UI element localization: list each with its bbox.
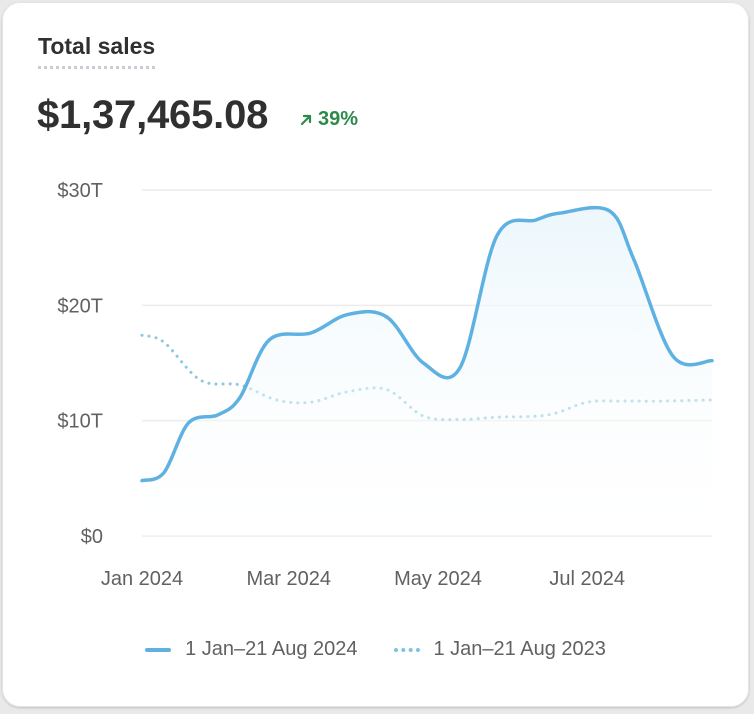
data-point-current	[268, 339, 270, 341]
x-axis: Jan 2024 Mar 2024 May 2024 Jul 2024	[101, 568, 625, 590]
data-point-current	[711, 360, 713, 362]
card-title[interactable]: Total sales	[38, 33, 156, 69]
data-point-current	[310, 332, 312, 334]
legend-swatch-solid	[145, 647, 172, 652]
total-sales-card: Total sales $1,37,465.08 39% $30T $20T $10…	[2, 2, 749, 707]
data-point-previous	[163, 341, 165, 343]
data-point-current	[386, 316, 388, 318]
y-axis: $30T $20T $10T $0	[57, 180, 103, 548]
data-point-current	[608, 210, 610, 212]
data-point-current	[141, 480, 143, 482]
y-tick-label: $0	[81, 526, 103, 548]
data-point-current	[187, 422, 189, 424]
data-point-previous	[200, 379, 202, 381]
sales-line-chart[interactable]: $30T$20T$10T$0 Jan 2024 Mar 2024 May 2024 J…	[2, 2, 749, 622]
x-tick-label: Jul 2024	[549, 568, 625, 590]
x-tick-label: May 2024	[394, 568, 482, 590]
series-layer	[140, 205, 714, 537]
arrow-up-right-icon	[300, 114, 312, 125]
data-point-current	[459, 367, 461, 369]
y-tick-label: $30T	[57, 180, 103, 202]
total-sales-value: $1,37,465.08	[37, 93, 269, 137]
chart-legend: 1 Jan–21 Aug 2024 1 Jan–21 Aug 2023	[2, 638, 749, 661]
data-point-current	[559, 212, 561, 214]
data-point-current	[496, 235, 498, 237]
data-point-previous	[239, 384, 241, 386]
data-point-current	[672, 355, 674, 357]
data-point-previous	[141, 334, 143, 336]
data-point-current	[535, 219, 537, 221]
series-line-current	[140, 205, 714, 483]
data-point-current	[422, 362, 424, 364]
data-point-current	[163, 472, 165, 474]
data-point-current	[346, 314, 348, 316]
y-tick-label: $10T	[57, 411, 103, 433]
change-percent: 39%	[318, 108, 359, 130]
legend-swatch-dotted	[393, 647, 420, 652]
data-point-current	[217, 414, 219, 416]
change-badge: 39%	[299, 108, 358, 131]
legend-label-previous: 1 Jan–21 Aug 2023	[433, 638, 606, 660]
legend-label-current: 1 Jan–21 Aug 2024	[185, 638, 358, 660]
data-point-current	[239, 397, 241, 399]
y-tick-label: $20T	[57, 295, 103, 317]
legend-item-previous[interactable]: 1 Jan–21 Aug 2023	[393, 638, 606, 661]
legend-item-current[interactable]: 1 Jan–21 Aug 2024	[145, 638, 358, 661]
x-tick-label: Mar 2024	[247, 568, 332, 590]
x-tick-label: Jan 2024	[101, 568, 183, 590]
series-area-current	[142, 207, 712, 537]
data-point-current	[633, 258, 635, 260]
